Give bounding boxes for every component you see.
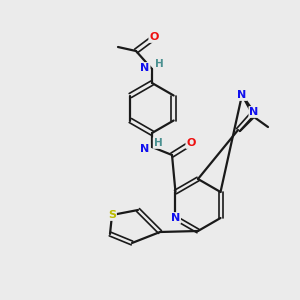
Text: N: N (237, 90, 247, 100)
Text: N: N (171, 213, 180, 223)
Text: S: S (108, 210, 116, 220)
Text: N: N (140, 63, 150, 73)
Text: O: O (186, 138, 196, 148)
Text: H: H (154, 138, 162, 148)
Text: N: N (140, 144, 150, 154)
Text: O: O (149, 32, 159, 42)
Text: H: H (154, 59, 164, 69)
Text: N: N (249, 107, 259, 117)
